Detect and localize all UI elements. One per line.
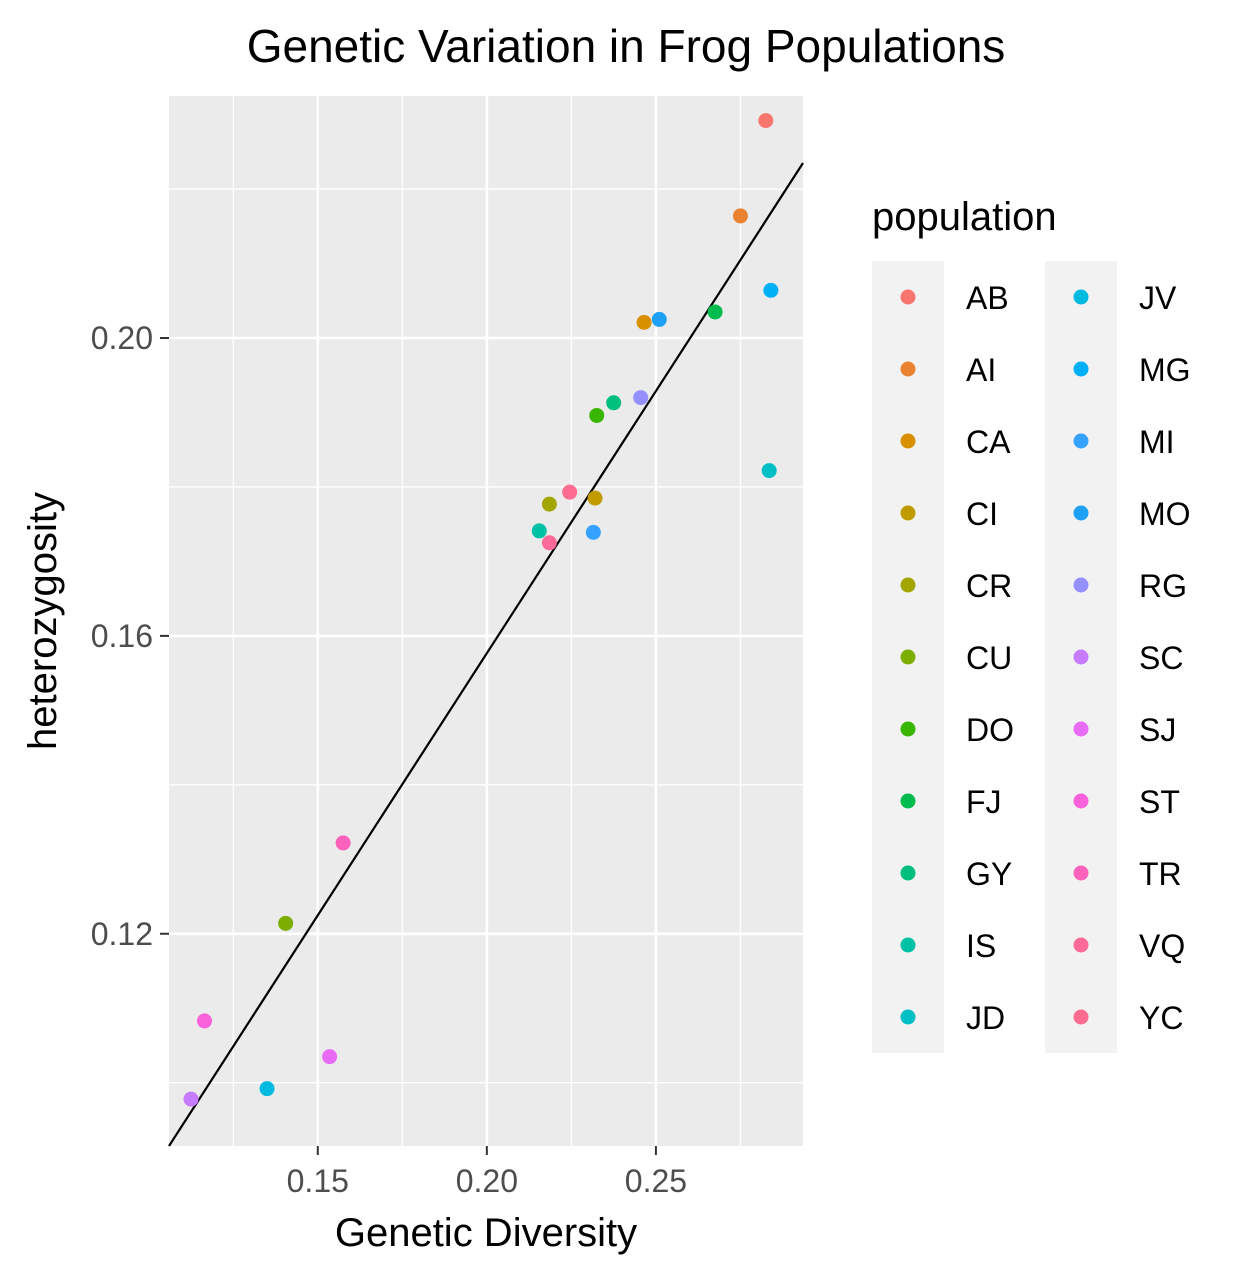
legend: population AB AI CA CI CR CU DO FJ GY IS JD JV MG MI M… <box>872 195 1191 1053</box>
legend-label-jd: JD <box>966 1000 1005 1036</box>
legend-key-ca <box>900 433 916 449</box>
legend-label-vq: VQ <box>1139 928 1185 964</box>
x-axis-label: Genetic Diversity <box>335 1211 637 1255</box>
legend-key-gy <box>900 865 916 881</box>
data-point-cu <box>278 915 294 931</box>
legend-key-ci <box>900 505 916 521</box>
data-point-sc <box>183 1091 199 1107</box>
legend-label-rg: RG <box>1139 568 1187 604</box>
legend-label-ci: CI <box>966 496 998 532</box>
legend-key-mi <box>1073 433 1089 449</box>
x-tick-label: 0.25 <box>625 1163 687 1199</box>
legend-label-cu: CU <box>966 640 1012 676</box>
data-point-rg <box>633 390 649 406</box>
y-axis: 0.12 0.16 0.20 <box>91 320 169 952</box>
legend-key-jv <box>1073 289 1089 305</box>
data-point-jv <box>259 1081 275 1097</box>
y-tick-label: 0.16 <box>91 618 153 654</box>
data-point-is <box>531 523 547 539</box>
y-axis-label: heterozygosity <box>21 492 65 750</box>
legend-key-ai <box>900 361 916 377</box>
legend-key-rg <box>1073 577 1089 593</box>
legend-label-fj: FJ <box>966 784 1002 820</box>
points-layer <box>183 113 779 1107</box>
legend-label-gy: GY <box>966 856 1012 892</box>
legend-label-yc: YC <box>1139 1000 1183 1036</box>
data-point-mg <box>763 282 779 298</box>
legend-label-cr: CR <box>966 568 1012 604</box>
legend-key-ab <box>900 289 916 305</box>
legend-label-mi: MI <box>1139 424 1175 460</box>
legend-label-ai: AI <box>966 352 996 388</box>
legend-key-fj <box>900 793 916 809</box>
data-point-mi <box>585 524 601 540</box>
chart-title: Genetic Variation in Frog Populations <box>247 20 1006 72</box>
data-point-sj <box>322 1049 338 1065</box>
legend-key-do <box>900 721 916 737</box>
legend-label-ab: AB <box>966 280 1009 316</box>
legend-key-is <box>900 937 916 953</box>
legend-key-sj <box>1073 721 1089 737</box>
trend-line-layer <box>168 162 804 1147</box>
data-point-ca <box>636 314 652 330</box>
data-point-ab <box>758 113 774 129</box>
data-point-jd <box>761 463 777 479</box>
legend-label-sc: SC <box>1139 640 1183 676</box>
legend-key-st <box>1073 793 1089 809</box>
trend-line <box>168 162 804 1147</box>
data-point-mo <box>651 311 667 327</box>
legend-label-do: DO <box>966 712 1014 748</box>
legend-key-cr <box>900 577 916 593</box>
data-point-vq <box>541 535 557 551</box>
major-gridlines <box>169 96 803 1146</box>
legend-items: AB AI CA CI CR CU DO FJ GY IS JD JV MG MI MO RG SC SJ ST TR… <box>872 261 1191 1053</box>
data-point-tr <box>335 835 351 851</box>
legend-label-st: ST <box>1139 784 1180 820</box>
y-tick-label: 0.12 <box>91 916 153 952</box>
legend-key-cu <box>900 649 916 665</box>
legend-label-ca: CA <box>966 424 1011 460</box>
y-tick-label: 0.20 <box>91 320 153 356</box>
x-tick-label: 0.15 <box>287 1163 349 1199</box>
legend-key-mo <box>1073 505 1089 521</box>
legend-key-jd <box>900 1009 916 1025</box>
data-point-st <box>197 1013 213 1029</box>
data-point-ci <box>587 490 603 506</box>
legend-label-is: IS <box>966 928 996 964</box>
data-point-ai <box>732 208 748 224</box>
data-point-do <box>589 407 605 423</box>
legend-title: population <box>872 195 1057 239</box>
legend-key-tr <box>1073 865 1089 881</box>
data-point-gy <box>606 395 622 411</box>
legend-key-mg <box>1073 361 1089 377</box>
legend-label-jv: JV <box>1139 280 1177 316</box>
legend-key-vq <box>1073 937 1089 953</box>
legend-label-mo: MO <box>1139 496 1191 532</box>
legend-label-tr: TR <box>1139 856 1182 892</box>
x-axis: 0.15 0.20 0.25 <box>287 1146 687 1199</box>
data-point-yc <box>562 484 578 500</box>
x-tick-label: 0.20 <box>456 1163 518 1199</box>
data-point-cr <box>541 496 557 512</box>
legend-label-sj: SJ <box>1139 712 1176 748</box>
legend-key-yc <box>1073 1009 1089 1025</box>
legend-label-mg: MG <box>1139 352 1191 388</box>
data-point-fj <box>707 304 723 320</box>
legend-key-sc <box>1073 649 1089 665</box>
